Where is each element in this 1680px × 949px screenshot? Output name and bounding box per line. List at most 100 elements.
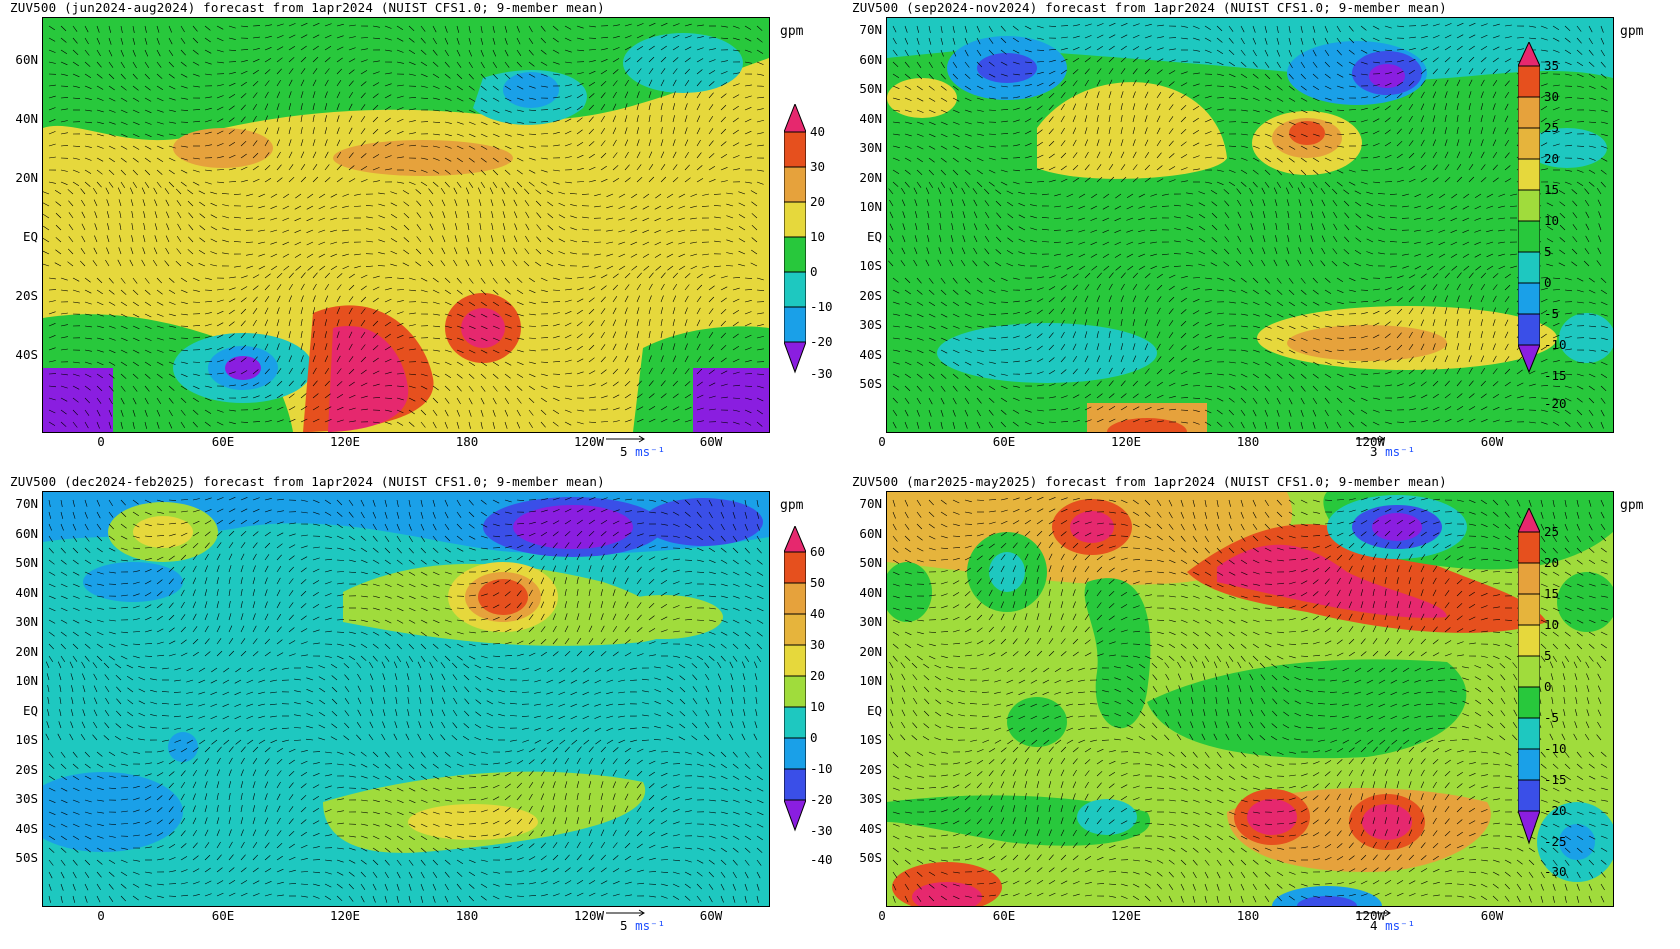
panel-mam: ZUV500 (mar2025-may2025) forecast from 1… <box>840 474 1680 948</box>
wind-vectors <box>888 22 1608 429</box>
lon-label: 0 <box>878 434 886 449</box>
colorbar-label: 10 <box>1544 617 1560 632</box>
colorbar-label: 20 <box>1544 151 1560 166</box>
lon-label: 120W <box>573 434 605 449</box>
colorbar-label: 5 <box>1544 648 1552 663</box>
colorbar-label: -30 <box>1544 864 1567 879</box>
colorbar-label: 35 <box>1544 58 1560 73</box>
lat-label: 10N <box>15 673 38 688</box>
unit-label: gpm <box>780 24 804 39</box>
panel-jja: ZUV500 (jun2024-aug2024) forecast from 1… <box>0 0 840 474</box>
panel-title: ZUV500 (jun2024-aug2024) forecast from 1… <box>10 0 605 15</box>
lat-label: 40S <box>15 347 38 362</box>
lat-label: 30N <box>859 140 882 155</box>
colorbar-label: 30 <box>810 159 826 174</box>
lat-label: 40S <box>15 821 38 836</box>
lat-label: 10N <box>859 199 882 214</box>
lon-label: 120W <box>1354 434 1386 449</box>
map-field <box>886 491 1614 907</box>
lat-label: 30N <box>15 614 38 629</box>
colorbar <box>1518 508 1540 845</box>
panel-title: ZUV500 (dec2024-feb2025) forecast from 1… <box>10 474 605 489</box>
lat-label: 60N <box>15 52 38 67</box>
colorbar-label: 25 <box>1544 524 1560 539</box>
lat-label: 10N <box>859 673 882 688</box>
colorbar <box>784 104 806 374</box>
lon-label: 120E <box>329 908 361 923</box>
colorbar-label: 0 <box>1544 275 1552 290</box>
lat-label: 50S <box>859 376 882 391</box>
lat-label: 40N <box>859 585 882 600</box>
lat-label: 40S <box>859 347 882 362</box>
lon-label: 120E <box>329 434 361 449</box>
unit-label: gpm <box>1620 24 1644 39</box>
lat-label: 60N <box>15 526 38 541</box>
panel-djf: ZUV500 (dec2024-feb2025) forecast from 1… <box>0 474 840 948</box>
colorbar-label: -10 <box>1544 337 1567 352</box>
colorbar-label: 5 <box>1544 244 1552 259</box>
colorbar-label: 20 <box>1544 555 1560 570</box>
colorbar <box>1518 42 1540 374</box>
lat-label: 40N <box>15 585 38 600</box>
unit-label: gpm <box>780 498 804 513</box>
lon-label: 180 <box>1236 908 1260 923</box>
vector-ref-label: 5 ms⁻¹ <box>620 444 666 459</box>
lon-label: 60W <box>1480 908 1504 923</box>
lat-label: EQ <box>866 703 882 718</box>
colorbar-label: 0 <box>810 730 818 745</box>
lat-label: 50N <box>15 555 38 570</box>
lon-label: 60E <box>992 434 1016 449</box>
colorbar-label: 0 <box>810 264 818 279</box>
lat-label: 20N <box>15 644 38 659</box>
colorbar-label: -30 <box>810 823 833 838</box>
lon-label: 60W <box>1480 434 1504 449</box>
lon-label: 180 <box>455 434 479 449</box>
map-field <box>886 17 1614 433</box>
colorbar-label: -40 <box>810 852 833 867</box>
lon-label: 120E <box>1110 434 1142 449</box>
lat-label: 20S <box>859 288 882 303</box>
lat-label: 20S <box>15 288 38 303</box>
panel-title: ZUV500 (mar2025-may2025) forecast from 1… <box>852 474 1447 489</box>
lat-label: 40S <box>859 821 882 836</box>
vector-ref-arrow <box>606 435 645 443</box>
colorbar-label: 15 <box>1544 182 1560 197</box>
lat-label: 70N <box>859 496 882 511</box>
lon-label: 180 <box>1236 434 1260 449</box>
colorbar <box>784 526 806 832</box>
colorbar-label: -20 <box>1544 803 1567 818</box>
lat-label: EQ <box>22 229 38 244</box>
lon-label: 180 <box>455 908 479 923</box>
unit-label: gpm <box>1620 498 1644 513</box>
lat-label: 30S <box>859 791 882 806</box>
lat-label: 30S <box>15 791 38 806</box>
lon-label: 60W <box>699 908 723 923</box>
colorbar-label: 10 <box>1544 213 1560 228</box>
colorbar-label: 40 <box>810 606 826 621</box>
colorbar-label: 10 <box>810 699 826 714</box>
lon-label: 120W <box>1354 908 1386 923</box>
wind-vectors <box>45 496 764 903</box>
colorbar-label: -20 <box>810 334 833 349</box>
wind-vectors <box>43 22 765 429</box>
vector-ref-arrow <box>1356 909 1391 917</box>
lat-label: 20S <box>15 762 38 777</box>
vector-ref-label: 4 ms⁻¹ <box>1370 918 1416 933</box>
lat-label: 30S <box>859 317 882 332</box>
lon-label: 120W <box>573 908 605 923</box>
colorbar-label: -5 <box>1544 710 1560 725</box>
lat-label: 10S <box>15 732 38 747</box>
map-field <box>42 17 770 433</box>
colorbar-label: -30 <box>810 366 833 381</box>
colorbar-label: -10 <box>1544 741 1567 756</box>
lat-label: 70N <box>859 22 882 37</box>
lat-label: 20N <box>15 170 38 185</box>
colorbar-label: 20 <box>810 668 826 683</box>
colorbar-label: 0 <box>1544 679 1552 694</box>
vector-ref-arrow <box>606 909 645 917</box>
colorbar-label: -25 <box>1544 834 1567 849</box>
colorbar-label: 10 <box>810 229 826 244</box>
lon-label: 60E <box>992 908 1016 923</box>
colorbar-label: 20 <box>810 194 826 209</box>
colorbar-label: 30 <box>810 637 826 652</box>
